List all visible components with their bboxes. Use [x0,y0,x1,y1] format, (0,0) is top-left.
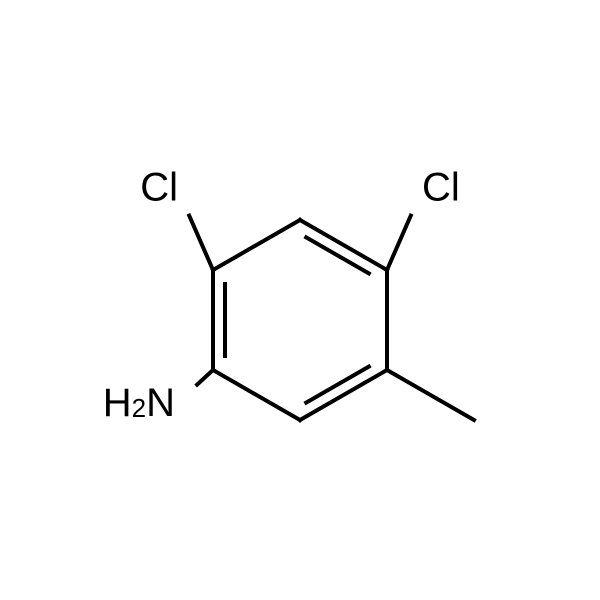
bonds-layer [189,216,474,420]
atom-label-Cl2: Cl [422,166,460,210]
atom-label-Cl1: Cl [140,166,178,210]
bond [213,370,300,420]
bond [197,370,213,385]
bond [387,216,411,270]
bond [189,216,213,270]
bond [300,220,387,270]
bond [387,370,474,420]
bond [300,370,387,420]
labels-layer: Cl Cl H2N [103,166,460,425]
molecule-canvas: Cl Cl H2N [0,0,600,600]
bond [213,220,300,270]
atom-label-N: H2N [103,381,175,425]
